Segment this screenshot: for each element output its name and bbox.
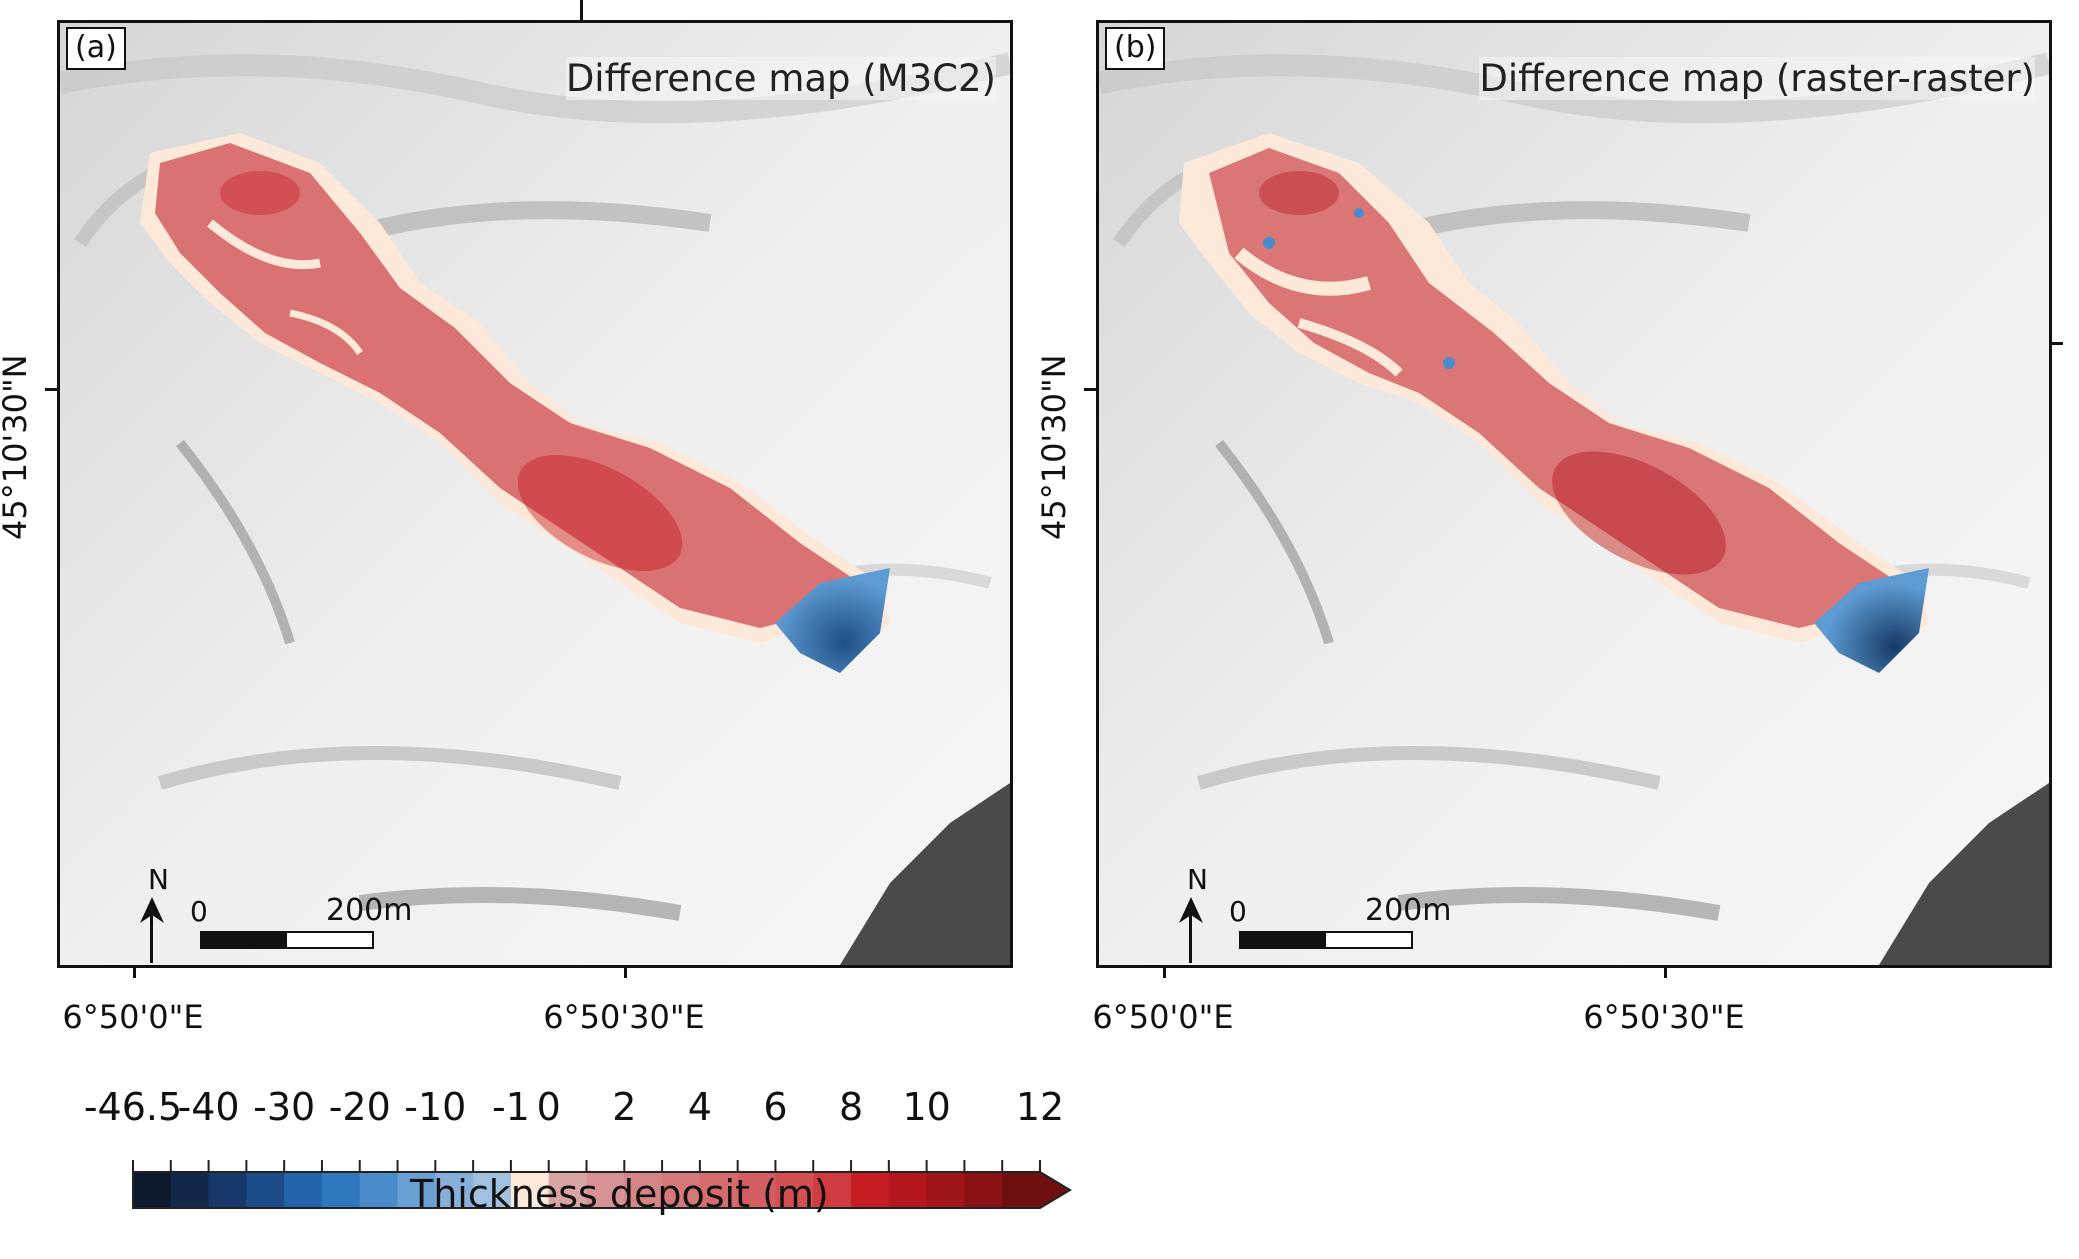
legend-tick-label: 2: [612, 1085, 637, 1129]
legend-tick-label: -40: [177, 1085, 240, 1129]
legend-tick-label: 8: [838, 1085, 864, 1129]
graticule-tick-left: [45, 388, 61, 391]
north-arrow-icon: [1179, 897, 1203, 963]
legend-tick-label: -46.5: [83, 1085, 183, 1129]
map-title: Difference map (M3C2): [565, 57, 996, 100]
legend-color-step: [133, 1172, 172, 1208]
legend-color-step: [510, 1172, 550, 1208]
legend-color-step: [548, 1172, 587, 1208]
panel-label: (a): [66, 27, 126, 70]
legend-tick-label: -20: [328, 1085, 391, 1129]
hillshade-map: [60, 23, 1010, 965]
legend-tick-label: 4: [687, 1085, 712, 1129]
hillshade-map: [1099, 23, 2049, 965]
north-arrow: N: [130, 863, 170, 963]
graticule-tick-bottom: [133, 964, 136, 978]
legend-color-step: [851, 1172, 890, 1208]
scale-start-label: 0: [1229, 895, 1247, 928]
legend-color-step: [737, 1172, 776, 1208]
legend-tick-label: -1: [491, 1085, 530, 1129]
legend-color-step: [624, 1172, 663, 1208]
legend-color-step: [586, 1172, 625, 1208]
map-frame: (a) Difference map (M3C2) N 0 200m: [57, 20, 1013, 968]
north-letter: N: [148, 863, 169, 896]
north-arrow: N: [1169, 863, 1209, 963]
legend-colorbar: [132, 1160, 1072, 1209]
legend-color-step: [435, 1172, 474, 1208]
legend-color-step: [397, 1172, 436, 1208]
color-legend: -46.5 -40 -30 -20 -10 -1 0 2 4 6 8 10 12: [0, 1040, 1100, 1259]
legend-color-step: [1002, 1172, 1041, 1208]
legend-tick-label: -10: [404, 1085, 467, 1129]
graticule-tick-bottom: [624, 964, 627, 978]
map-frame: (b) Difference map (raster-raster) N 0 2…: [1096, 20, 2052, 968]
legend-color-step: [473, 1172, 512, 1208]
north-letter: N: [1187, 863, 1208, 896]
graticule-tick-top: [580, 0, 583, 26]
graticule-tick-right: [2049, 342, 2063, 345]
legend-color-step: [321, 1172, 361, 1208]
legend-tick-label: 6: [763, 1085, 788, 1129]
graticule-tick-bottom: [1163, 964, 1166, 978]
map-title: Difference map (raster-raster): [1479, 57, 2035, 100]
legend-tick-label: -30: [253, 1085, 316, 1129]
scale-bar: [200, 931, 374, 949]
legend-color-step: [888, 1172, 928, 1208]
scale-bar: [1239, 931, 1413, 949]
latitude-label: 45°10'30"N: [0, 354, 34, 540]
legend-color-step: [208, 1172, 247, 1208]
latitude-label: 45°10'30"N: [1035, 354, 1073, 540]
scale-start-label: 0: [190, 895, 208, 928]
scale-end-label: 200m: [326, 893, 413, 928]
map-panel-b: (b) Difference map (raster-raster) N 0 2…: [1035, 20, 2063, 1036]
legend-color-step: [662, 1172, 701, 1208]
legend-color-step: [246, 1172, 285, 1208]
legend-color-step: [284, 1172, 323, 1208]
longitude-label: 6°50'30"E: [1583, 998, 1745, 1036]
legend-color-step: [170, 1172, 210, 1208]
longitude-label: 6°50'0"E: [1092, 998, 1234, 1036]
north-arrow-icon: [140, 897, 164, 963]
legend-tick-label: 10: [902, 1085, 951, 1129]
graticule-tick-bottom: [1664, 964, 1667, 978]
legend-color-step: [813, 1172, 852, 1208]
legend-color-step: [359, 1172, 399, 1208]
legend-color-step: [926, 1172, 965, 1208]
legend-color-step: [775, 1172, 814, 1208]
legend-title: Thickness deposit (m): [410, 1172, 829, 1216]
longitude-label: 6°50'30"E: [543, 998, 705, 1036]
legend-tick-label: 12: [1015, 1085, 1065, 1129]
map-panel-a: (a) Difference map (M3C2) N 0 200m 6°50'…: [0, 0, 1013, 1036]
legend-color-step: [964, 1172, 1003, 1208]
graticule-tick-left: [1084, 388, 1100, 391]
legend-tick-label: 0: [536, 1085, 561, 1129]
panel-label: (b): [1105, 27, 1166, 70]
legend-arrow-end: [1040, 1172, 1070, 1208]
longitude-label: 6°50'0"E: [62, 998, 204, 1036]
scale-end-label: 200m: [1365, 893, 1452, 928]
legend-color-step: [699, 1172, 739, 1208]
